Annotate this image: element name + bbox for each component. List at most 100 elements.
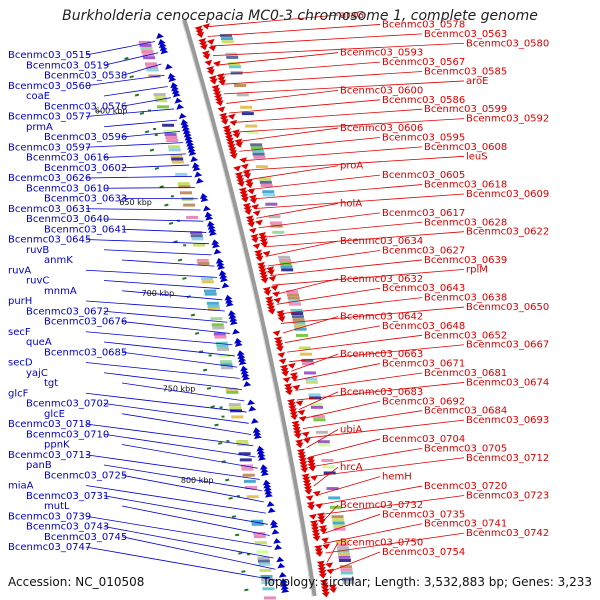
gene-label-right[interactable]: Bcenmc03_0585 [424, 67, 507, 78]
gene-label-left[interactable]: Bcenmc03_0702 [26, 399, 109, 410]
gene-label-right[interactable]: Bcenmc03_0592 [466, 114, 549, 125]
gene-label-right[interactable]: Bcenmc03_0674 [466, 377, 549, 388]
gene-label-left[interactable]: queA [26, 337, 52, 348]
gene-label-left[interactable]: Bcenmc03_0641 [44, 224, 127, 235]
gene-label-right[interactable]: Bcenmc03_0639 [424, 255, 507, 266]
gene-label-left[interactable]: Bcenmc03_0596 [44, 132, 127, 143]
gene-label-left[interactable]: Bcenmc03_0597 [8, 142, 91, 153]
gene-label-left[interactable]: Bcenmc03_0616 [26, 153, 109, 164]
gene-label-right[interactable]: Bcenmc03_0704 [382, 434, 465, 445]
gene-label-right[interactable]: Bcenmc03_0735 [382, 509, 465, 520]
gene-label-left[interactable]: Bcenmc03_0745 [44, 532, 127, 543]
gene-label-right[interactable]: Bcenmc03_0643 [382, 283, 465, 294]
gene-label-left[interactable]: tgt [44, 378, 58, 389]
gene-label-right[interactable]: Bcenmc03_0642 [340, 311, 423, 322]
gene-label-left[interactable]: glcF [8, 388, 29, 399]
gene-label-left[interactable]: ppnK [44, 440, 70, 451]
gene-label-right[interactable]: Bcenmc03_0580 [466, 38, 549, 49]
gene-label-left[interactable]: Bcenmc03_0645 [8, 235, 91, 246]
gene-label-right[interactable]: Bcenmc03_0667 [466, 340, 549, 351]
gene-label-right[interactable]: Bcenmc03_0693 [466, 415, 549, 426]
gene-label-right[interactable]: Bcenmc03_0628 [424, 217, 507, 228]
gene-label-right[interactable]: Bcenmc03_0720 [424, 481, 507, 492]
gene-label-left[interactable]: Bcenmc03_0577 [8, 112, 91, 123]
gene-label-left[interactable]: Bcenmc03_0515 [8, 50, 91, 61]
gene-label-left[interactable]: anmK [44, 255, 73, 266]
gene-label-right[interactable]: Bcenmc03_0754 [382, 547, 465, 558]
gene-label-left[interactable]: prmA [26, 122, 53, 133]
gene-label-right[interactable]: Bcenmc03_0622 [466, 227, 549, 238]
gene-label-right[interactable]: Bcenmc03_0652 [424, 330, 507, 341]
gene-label-right[interactable]: proA [340, 161, 363, 172]
gene-label-right[interactable]: Bcenmc03_0705 [424, 443, 507, 454]
gene-label-right[interactable]: Bcenmc03_0605 [382, 170, 465, 181]
gene-label-left[interactable]: Bcenmc03_0672 [26, 306, 109, 317]
gene-label-right[interactable]: Bcenmc03_0599 [424, 104, 507, 115]
gene-label-right[interactable]: Bcenmc03_0600 [340, 85, 423, 96]
gene-label-right[interactable]: Bcenmc03_0618 [424, 180, 507, 191]
gene-label-right[interactable]: leuS [466, 151, 488, 162]
gene-label-right[interactable]: Bcenmc03_0578 [382, 19, 465, 30]
gene-label-left[interactable]: purH [8, 296, 32, 307]
gene-label-right[interactable]: Bcenmc03_0683 [340, 387, 423, 398]
gene-label-left[interactable]: secF [8, 327, 31, 338]
gene-label-right[interactable]: Bcenmc03_0742 [466, 528, 549, 539]
gene-label-left[interactable]: Bcenmc03_0602 [44, 163, 127, 174]
gene-label-left[interactable]: Bcenmc03_0576 [44, 101, 127, 112]
gene-label-right[interactable]: Bcenmc03_0567 [382, 57, 465, 68]
gene-label-right[interactable]: ubiA [340, 425, 362, 436]
gene-label-left[interactable]: secD [8, 358, 33, 369]
gene-label-left[interactable]: ruvC [26, 276, 49, 287]
gene-label-right[interactable]: Bcenmc03_0638 [424, 293, 507, 304]
gene-label-right[interactable]: hrcA [340, 462, 363, 473]
gene-label-right[interactable]: Bcenmc03_0617 [382, 208, 465, 219]
gene-label-left[interactable]: Bcenmc03_0538 [44, 71, 127, 82]
gene-label-right[interactable]: Bcenmc03_0723 [466, 490, 549, 501]
gene-label-right[interactable]: Bcenmc03_0634 [340, 236, 423, 247]
gene-label-left[interactable]: Bcenmc03_0725 [44, 470, 127, 481]
gene-label-right[interactable]: Bcenmc03_0650 [466, 302, 549, 313]
gene-label-right[interactable]: Bcenmc03_0681 [424, 368, 507, 379]
gene-label-right[interactable]: Bcenmc03_0692 [382, 396, 465, 407]
gene-label-right[interactable]: Bcenmc03_0627 [382, 246, 465, 257]
gene-label-left[interactable]: Bcenmc03_0739 [8, 511, 91, 522]
gene-label-left[interactable]: Bcenmc03_0640 [26, 214, 109, 225]
gene-label-left[interactable]: Bcenmc03_0743 [26, 522, 109, 533]
gene-label-left[interactable]: Bcenmc03_0626 [8, 173, 91, 184]
gene-label-right[interactable]: Bcenmc03_0663 [340, 349, 423, 360]
gene-label-left[interactable]: Bcenmc03_0713 [8, 450, 91, 461]
gene-label-left[interactable]: mutL [44, 501, 70, 512]
gene-label-left[interactable]: coaE [26, 91, 50, 102]
gene-label-right[interactable]: Bcenmc03_0606 [340, 123, 423, 134]
gene-label-right[interactable]: Bcenmc03_0593 [340, 48, 423, 59]
gene-label-right[interactable]: Bcenmc03_0586 [382, 95, 465, 106]
gene-label-right[interactable]: Bcenmc03_0608 [424, 142, 507, 153]
gene-label-left[interactable]: ruvA [8, 265, 31, 276]
gene-label-left[interactable]: Bcenmc03_0747 [8, 542, 91, 553]
gene-label-left[interactable]: miaA [8, 481, 34, 492]
gene-label-left[interactable]: yajC [26, 368, 48, 379]
gene-label-right[interactable]: Bcenmc03_0632 [340, 274, 423, 285]
gene-label-right[interactable]: Bcenmc03_0563 [424, 29, 507, 40]
gene-label-left[interactable]: Bcenmc03_0718 [8, 419, 91, 430]
gene-label-left[interactable]: glcE [44, 409, 65, 420]
gene-label-right[interactable]: Bcenmc03_0648 [382, 321, 465, 332]
gene-label-right[interactable]: holA [340, 198, 362, 209]
gene-label-right[interactable]: hemH [382, 472, 412, 483]
gene-label-right[interactable]: Bcenmc03_0712 [466, 453, 549, 464]
gene-label-left[interactable]: Bcenmc03_0519 [26, 60, 109, 71]
gene-label-left[interactable]: Bcenmc03_0731 [26, 491, 109, 502]
gene-label-right[interactable]: rplM [466, 264, 488, 275]
gene-label-left[interactable]: Bcenmc03_0676 [44, 317, 127, 328]
gene-label-right[interactable]: Bcenmc03_0684 [424, 406, 507, 417]
gene-label-right[interactable]: aroE [466, 76, 488, 87]
gene-label-left[interactable]: ruvB [26, 245, 49, 256]
gene-label-left[interactable]: panB [26, 460, 52, 471]
gene-label-left[interactable]: Bcenmc03_0710 [26, 429, 109, 440]
gene-label-right[interactable]: Bcenmc03_0750 [340, 538, 423, 549]
gene-label-right[interactable]: Bcenmc03_0595 [382, 132, 465, 143]
gene-label-left[interactable]: Bcenmc03_0631 [8, 204, 91, 215]
gene-label-left[interactable]: mnmA [44, 286, 77, 297]
gene-label-right[interactable]: Bcenmc03_0732 [340, 500, 423, 511]
gene-label-right[interactable]: Bcenmc03_0609 [466, 189, 549, 200]
